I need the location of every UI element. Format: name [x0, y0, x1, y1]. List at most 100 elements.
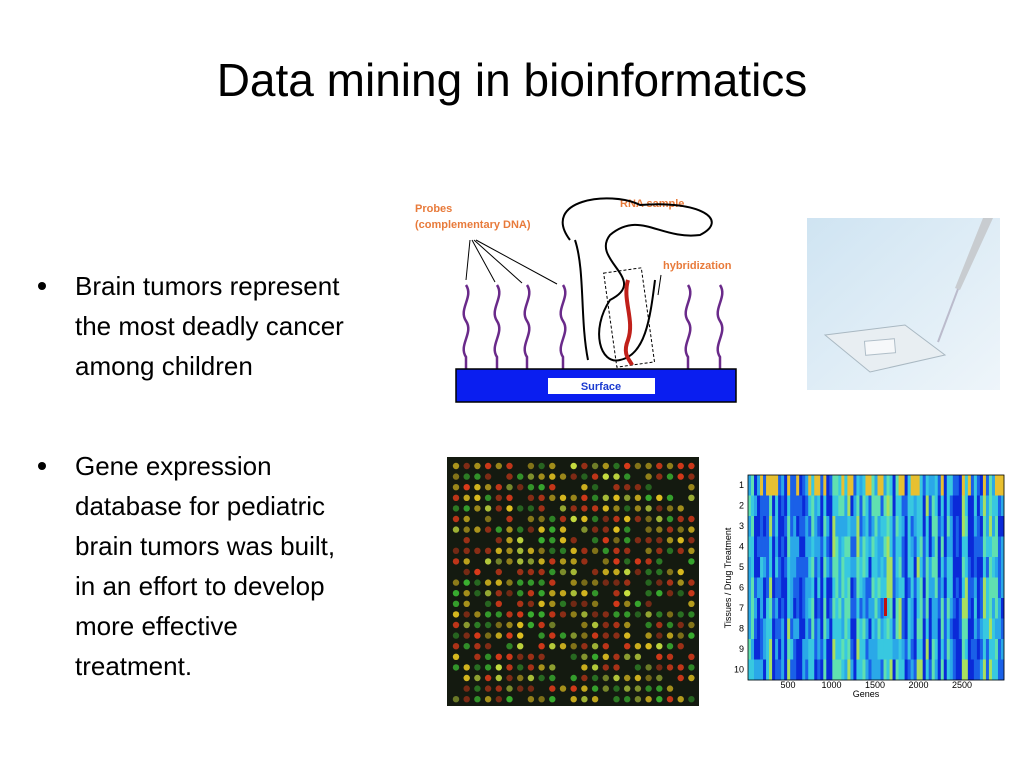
heat-cell	[805, 516, 809, 537]
heat-cell	[910, 639, 914, 660]
heat-cell	[778, 577, 782, 599]
heat-cell	[883, 618, 887, 640]
heat-cell	[880, 536, 884, 558]
heat-cell	[838, 475, 842, 496]
heat-cell	[898, 495, 902, 517]
spot	[602, 462, 609, 470]
row-label: 8	[739, 624, 744, 634]
heat-cell	[811, 618, 815, 640]
heat-cell	[796, 516, 800, 537]
spot	[538, 621, 545, 629]
column-label: 1000	[821, 680, 841, 690]
heat-cell	[934, 516, 939, 537]
spot	[463, 558, 470, 565]
spot	[506, 515, 513, 523]
spot	[538, 537, 545, 544]
hybridization-diagram: Probes (complementary DNA) RNA sample hy…	[408, 190, 760, 408]
heat-cell	[799, 598, 803, 619]
heat-cell	[916, 516, 920, 537]
heat-cell	[820, 598, 824, 619]
spot	[527, 685, 535, 692]
heat-cell	[940, 618, 945, 640]
heat-cell	[805, 536, 809, 558]
heat-cell	[979, 557, 984, 578]
heat-cell	[760, 495, 764, 517]
heat-cell	[886, 577, 890, 599]
heat-cell	[811, 495, 815, 517]
heat-cell	[946, 659, 951, 681]
heat-cell	[958, 536, 963, 558]
spot	[645, 558, 652, 565]
spot	[613, 547, 620, 554]
heat-cell	[943, 618, 948, 640]
spot	[581, 558, 588, 565]
heat-cell	[982, 598, 987, 619]
heat-cell	[757, 618, 761, 640]
spot	[666, 621, 674, 629]
heat-cell	[895, 639, 899, 660]
spot	[688, 484, 695, 491]
spot	[463, 462, 470, 470]
spot	[570, 515, 577, 523]
heat-cell	[883, 557, 887, 578]
heat-cell	[889, 475, 893, 496]
heat-cell	[922, 557, 926, 578]
heat-cell	[829, 659, 833, 681]
spot	[463, 494, 470, 501]
heat-cell	[943, 475, 948, 496]
heat-cell	[928, 536, 933, 558]
heat-cell	[904, 618, 908, 640]
heat-cell	[796, 639, 800, 660]
spot	[506, 643, 513, 650]
heat-cell	[952, 536, 957, 558]
spot	[688, 653, 695, 660]
heat-cell	[961, 618, 966, 640]
heat-cell	[925, 659, 930, 681]
spot	[517, 632, 524, 639]
spot	[645, 590, 652, 597]
heat-cell	[985, 475, 990, 496]
spot	[634, 674, 642, 682]
spot	[591, 547, 599, 554]
spot	[613, 621, 620, 629]
spot	[656, 685, 663, 692]
heat-cell	[884, 598, 887, 616]
heat-cell	[979, 659, 984, 681]
spot	[591, 537, 599, 544]
spot	[559, 537, 567, 544]
heat-cell	[904, 639, 908, 660]
spot	[570, 568, 577, 576]
heat-cell	[805, 557, 809, 578]
spot	[538, 590, 545, 597]
spot	[624, 696, 631, 703]
spot	[656, 494, 663, 501]
heat-cell	[751, 577, 755, 599]
heat-cell	[886, 639, 890, 660]
heat-cell	[937, 495, 942, 517]
spot	[527, 579, 535, 586]
spot	[613, 600, 620, 607]
heat-cell	[919, 639, 923, 660]
heat-cell	[862, 557, 866, 578]
spot	[634, 462, 642, 470]
heat-cell	[838, 618, 842, 640]
heat-cell	[985, 659, 990, 681]
spot	[581, 611, 588, 618]
heat-cell	[982, 639, 987, 660]
bullet-text: Gene expression	[75, 451, 272, 481]
heat-cell	[784, 639, 788, 660]
heat-cell	[871, 475, 875, 496]
heat-cell	[844, 557, 848, 578]
heat-cell	[748, 598, 752, 619]
heat-cell	[817, 516, 821, 537]
bullet-dot	[38, 282, 46, 290]
spot	[463, 632, 470, 639]
heat-cell	[853, 495, 857, 517]
heat-cell	[826, 659, 830, 681]
heat-cell	[940, 639, 945, 660]
spot	[527, 515, 535, 523]
heat-cell	[859, 475, 863, 496]
spot	[506, 537, 513, 544]
spot	[538, 643, 545, 650]
heat-cell	[877, 659, 881, 681]
